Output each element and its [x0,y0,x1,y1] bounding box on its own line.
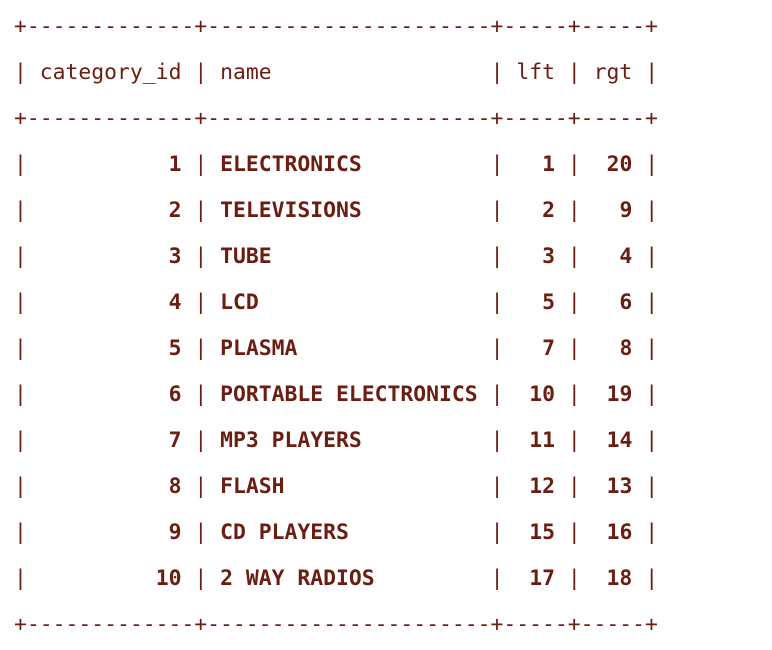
cell-category-id: 8 [168,474,182,499]
cell-rgt: 14 [606,428,633,453]
cell-category-id: 7 [168,428,182,453]
cell-rgt: 9 [619,198,633,223]
column-header-rgt: rgt [593,60,633,85]
cell-name: FLASH [220,474,285,499]
column-header-lft: lft [516,60,555,85]
table-row: | 9 | CD PLAYERS | 15 | 16 | [14,520,659,545]
cell-rgt: 18 [606,566,633,591]
table-border-header: +-------------+----------------------+--… [14,106,658,131]
table-row: | 7 | MP3 PLAYERS | 11 | 14 | [14,428,659,453]
column-header-category-id: category_id [39,60,182,85]
cell-rgt: 13 [606,474,633,499]
cell-name: ELECTRONICS [220,152,362,177]
cell-rgt: 20 [606,152,633,177]
cell-name: CD PLAYERS [220,520,349,545]
cell-rgt: 19 [606,382,633,407]
cell-lft: 17 [529,566,555,591]
cell-category-id: 1 [168,152,182,177]
table-border-top: +-------------+----------------------+--… [14,14,658,39]
cell-category-id: 6 [168,382,182,407]
cell-lft: 5 [542,290,555,315]
cell-category-id: 10 [155,566,182,591]
cell-lft: 10 [529,382,556,407]
table-row: | 4 | LCD | 5 | 6 | [14,290,659,315]
cell-name: MP3 PLAYERS [220,428,362,453]
table-row: | 10 | 2 WAY RADIOS | 17 | 18 | [14,566,659,591]
cell-name: TUBE [220,244,272,269]
cell-lft: 2 [542,198,556,223]
cell-rgt: 16 [606,520,633,545]
cell-lft: 7 [542,336,556,361]
table-row: | 1 | ELECTRONICS | 1 | 20 | [14,152,659,177]
query-result-table: +-------------+----------------------+--… [14,4,658,648]
table-border-bottom: +-------------+----------------------+--… [14,612,658,637]
cell-name: LCD [220,290,259,315]
cell-name: PLASMA [220,336,298,361]
cell-name: PORTABLE ELECTRONICS [220,382,478,407]
cell-lft: 11 [529,428,556,453]
cell-category-id: 9 [168,520,182,545]
cell-lft: 12 [529,474,556,499]
cell-lft: 1 [542,152,556,177]
table-row: | 6 | PORTABLE ELECTRONICS | 10 | 19 | [14,382,659,407]
header-row: | category_id | name | lft | rgt | [14,60,659,85]
cell-name: 2 WAY RADIOS [220,566,375,591]
table-row: | 8 | FLASH | 12 | 13 | [14,474,659,499]
table-row: | 2 | TELEVISIONS | 2 | 9 | [14,198,659,223]
cell-name: TELEVISIONS [220,198,362,223]
cell-category-id: 4 [168,290,182,315]
cell-lft: 15 [529,520,556,545]
column-header-name: name [220,60,272,85]
cell-category-id: 3 [168,244,182,269]
cell-rgt: 4 [619,244,633,269]
cell-category-id: 5 [168,336,182,361]
cell-rgt: 8 [619,336,633,361]
cell-lft: 3 [542,244,555,269]
table-row: | 5 | PLASMA | 7 | 8 | [14,336,659,361]
cell-category-id: 2 [168,198,182,223]
table-row: | 3 | TUBE | 3 | 4 | [14,244,659,269]
cell-rgt: 6 [619,290,633,315]
